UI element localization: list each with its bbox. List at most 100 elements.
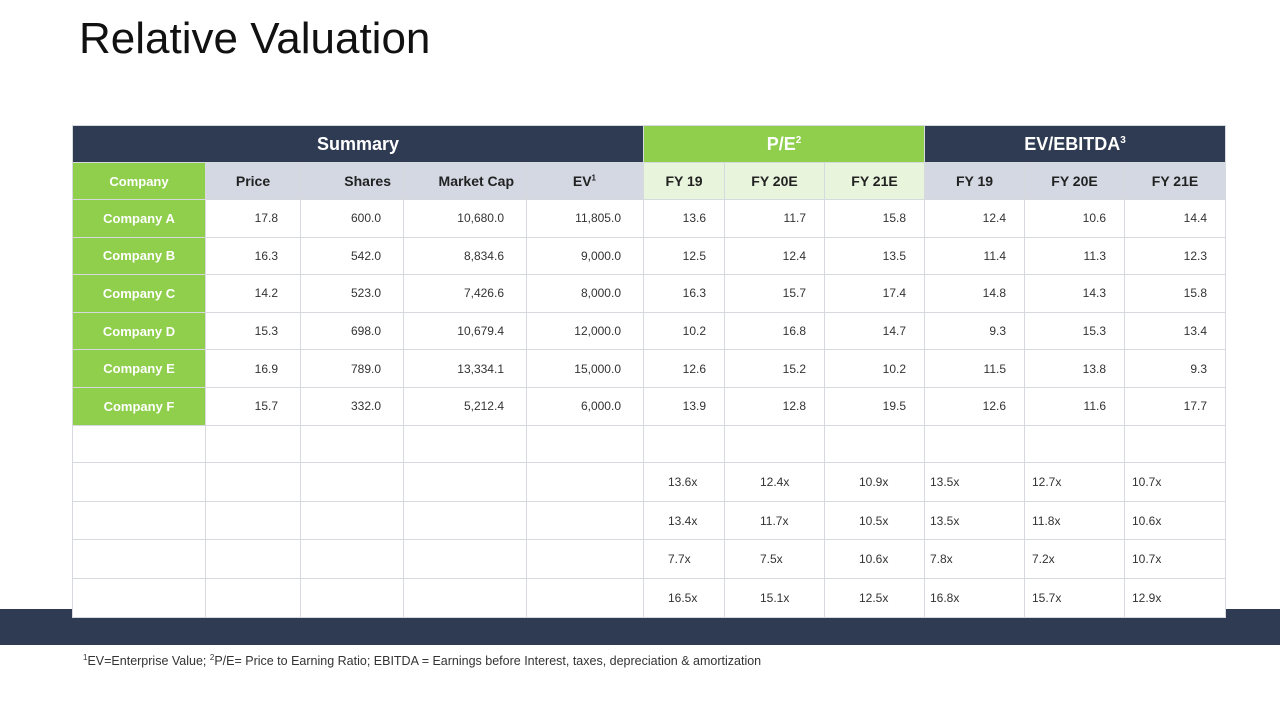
- ev-fy19-cell: 9.3: [924, 311, 1025, 351]
- ev-fy20e-cell: 14.3: [1024, 274, 1125, 313]
- pe-fy21e-cell: 13.5: [824, 236, 925, 276]
- ev-cell: 8,000.0: [526, 274, 644, 313]
- ev-fy19-cell: 12.6: [924, 386, 1025, 426]
- ev-fy19-cell: 11.5: [924, 349, 1025, 388]
- stat-pe-fy21e: 10.6x: [824, 539, 925, 579]
- stat-ev-fy20e: 11.8x: [1024, 500, 1125, 541]
- price-cell: 16.3: [205, 236, 301, 276]
- stat-label: Max: [72, 577, 206, 618]
- ev-fy20e-cell: 15.3: [1024, 311, 1125, 351]
- ev-fy20e-cell: 13.8: [1024, 349, 1125, 388]
- shares-cell: 332.0: [300, 386, 404, 426]
- ev-fy19-cell: 14.8: [924, 274, 1025, 313]
- stat-label: Mean: [72, 500, 206, 541]
- col-header-pe-fy21e: FY 21E: [824, 162, 925, 200]
- stat-ev-fy21e: 10.7x: [1123, 539, 1227, 579]
- price-cell: 16.9: [205, 349, 301, 388]
- company-name: Company F: [72, 386, 206, 426]
- stat-ev-fy21e: 10.6x: [1123, 500, 1227, 541]
- table-row: Company C 14.2 523.0 7,426.6 8,000.0 16.…: [72, 274, 1227, 313]
- ev-fy19-cell: 12.4: [924, 199, 1025, 238]
- stat-ev-fy20e: 7.2x: [1024, 539, 1125, 579]
- price-cell: 15.7: [205, 386, 301, 426]
- stat-ev-fy19: 13.5x: [924, 500, 1025, 541]
- market-cap-cell: 8,834.6: [403, 236, 527, 276]
- ev-fy21e-cell: 12.3: [1123, 236, 1227, 276]
- stat-row-max: Max 16.5x 15.1x 12.5x 16.8x 15.7x 12.9x: [72, 577, 1227, 618]
- pe-fy19-cell: 13.6: [643, 199, 725, 238]
- col-header-ev-fy20e: FY 20E: [1024, 162, 1125, 200]
- col-header-company: Company: [72, 162, 206, 200]
- stat-ev-fy20e: 15.7x: [1024, 577, 1125, 618]
- stat-pe-fy20e: 12.4x: [724, 462, 825, 502]
- stat-label: Median: [72, 462, 206, 502]
- col-header-market-cap: Market Cap: [403, 162, 527, 200]
- footnote: 1EV=Enterprise Value; 2P/E= Price to Ear…: [83, 653, 762, 669]
- valuation-table: Summary P/E2 EV/EBITDA3 Company Price Sh…: [72, 125, 1227, 618]
- table-row: Company E 16.9 789.0 13,334.1 15,000.0 1…: [72, 349, 1227, 388]
- stat-pe-fy21e: 10.9x: [824, 462, 925, 502]
- stat-ev-fy21e: 10.7x: [1123, 462, 1227, 502]
- stat-ev-fy19: 16.8x: [924, 577, 1025, 618]
- pe-fy20e-cell: 15.7: [724, 274, 825, 313]
- col-header-ev-fy21e: FY 21E: [1123, 162, 1227, 200]
- pe-fy19-cell: 12.5: [643, 236, 725, 276]
- shares-cell: 542.0: [300, 236, 404, 276]
- stat-pe-fy19: 13.6x: [643, 462, 725, 502]
- table-row: Company B 16.3 542.0 8,834.6 9,000.0 12.…: [72, 236, 1227, 276]
- stat-row-min: Min 7.7x 7.5x 10.6x 7.8x 7.2x 10.7x: [72, 539, 1227, 579]
- stat-pe-fy20e: 15.1x: [724, 577, 825, 618]
- company-name: Company E: [72, 349, 206, 388]
- market-cap-cell: 5,212.4: [403, 386, 527, 426]
- col-header-ev-fy19: FY 19: [924, 162, 1025, 200]
- shares-cell: 523.0: [300, 274, 404, 313]
- stat-row-median: Median 13.6x 12.4x 10.9x 13.5x 12.7x 10.…: [72, 462, 1227, 502]
- table-row: Company F 15.7 332.0 5,212.4 6,000.0 13.…: [72, 386, 1227, 426]
- table-row: Company A 17.8 600.0 10,680.0 11,805.0 1…: [72, 199, 1227, 238]
- pe-fy21e-cell: 10.2: [824, 349, 925, 388]
- company-name: Company A: [72, 199, 206, 238]
- stat-pe-fy21e: 12.5x: [824, 577, 925, 618]
- market-cap-cell: 10,679.4: [403, 311, 527, 351]
- pe-fy19-cell: 13.9: [643, 386, 725, 426]
- stat-label: Min: [72, 539, 206, 579]
- price-cell: 17.8: [205, 199, 301, 238]
- stat-ev-fy19: 13.5x: [924, 462, 1025, 502]
- group-header-summary: Summary: [72, 125, 644, 163]
- table-row: Company D 15.3 698.0 10,679.4 12,000.0 1…: [72, 311, 1227, 351]
- market-cap-cell: 13,334.1: [403, 349, 527, 388]
- pe-fy20e-cell: 12.8: [724, 386, 825, 426]
- spacer-name-cell: [72, 424, 206, 464]
- pe-fy20e-cell: 11.7: [724, 199, 825, 238]
- ev-fy21e-cell: 17.7: [1123, 386, 1227, 426]
- col-header-pe-fy20e: FY 20E: [724, 162, 825, 200]
- stat-pe-fy19: 16.5x: [643, 577, 725, 618]
- col-header-shares: Shares: [300, 162, 404, 200]
- company-name: Company D: [72, 311, 206, 351]
- spacer-row: [72, 424, 1227, 464]
- stat-row-mean: Mean 13.4x 11.7x 10.5x 13.5x 11.8x 10.6x: [72, 500, 1227, 541]
- column-header-row: Company Price Shares Market Cap EV1 FY 1…: [72, 162, 1227, 200]
- stat-pe-fy20e: 11.7x: [724, 500, 825, 541]
- col-header-pe-fy19: FY 19: [643, 162, 725, 200]
- pe-fy21e-cell: 19.5: [824, 386, 925, 426]
- ev-cell: 11,805.0: [526, 199, 644, 238]
- group-header-pe: P/E2: [643, 125, 925, 163]
- price-cell: 14.2: [205, 274, 301, 313]
- pe-fy20e-cell: 16.8: [724, 311, 825, 351]
- pe-fy21e-cell: 17.4: [824, 274, 925, 313]
- pe-fy20e-cell: 12.4: [724, 236, 825, 276]
- ev-cell: 15,000.0: [526, 349, 644, 388]
- stat-ev-fy20e: 12.7x: [1024, 462, 1125, 502]
- pe-fy21e-cell: 15.8: [824, 199, 925, 238]
- pe-fy19-cell: 16.3: [643, 274, 725, 313]
- ev-cell: 6,000.0: [526, 386, 644, 426]
- company-name: Company C: [72, 274, 206, 313]
- pe-fy19-cell: 10.2: [643, 311, 725, 351]
- group-header-ev-ebitda: EV/EBITDA3: [923, 125, 1227, 163]
- market-cap-cell: 7,426.6: [403, 274, 527, 313]
- ev-fy19-cell: 11.4: [924, 236, 1025, 276]
- ev-fy20e-cell: 11.6: [1024, 386, 1125, 426]
- ev-fy21e-cell: 14.4: [1123, 199, 1227, 238]
- pe-fy19-cell: 12.6: [643, 349, 725, 388]
